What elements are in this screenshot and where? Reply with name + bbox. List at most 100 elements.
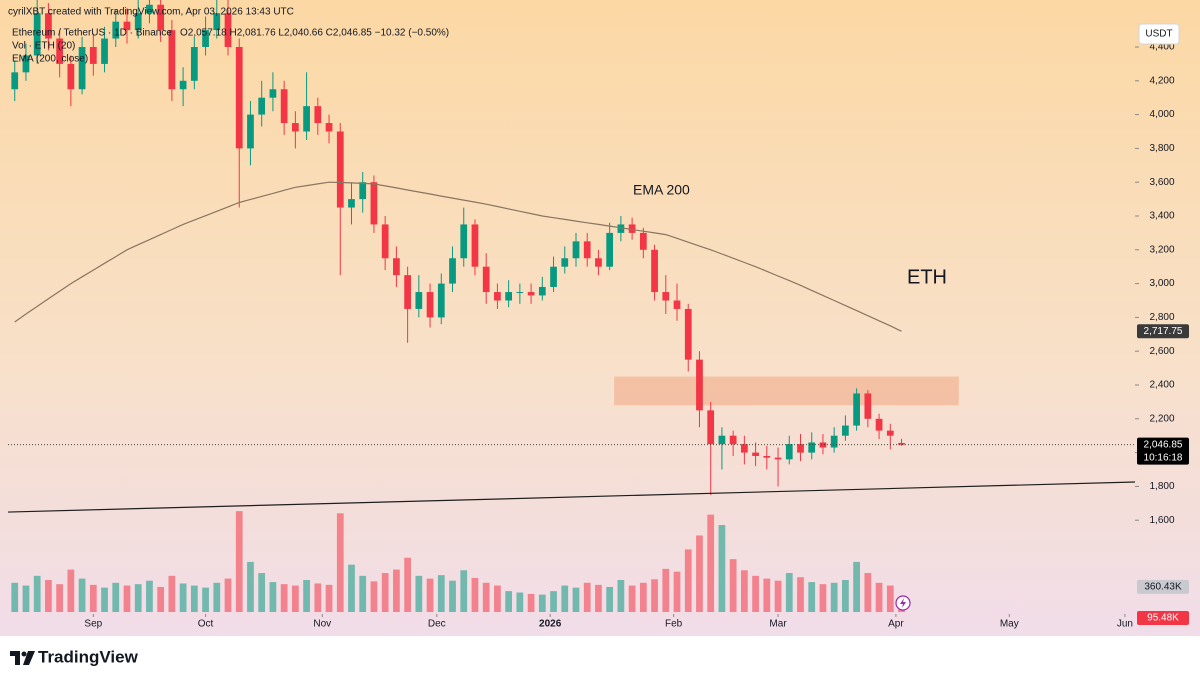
price-badge-label: 2,046.85 bbox=[1144, 439, 1183, 450]
candle-body bbox=[370, 182, 378, 225]
volume-bar bbox=[89, 584, 97, 612]
chart-background bbox=[0, 0, 1200, 636]
volume-bar bbox=[639, 582, 647, 612]
volume-bar bbox=[561, 585, 569, 612]
candle-body bbox=[460, 224, 468, 259]
candle-body bbox=[213, 13, 221, 31]
volume-bar bbox=[864, 573, 872, 612]
volume-bar bbox=[595, 584, 602, 612]
volume-bar bbox=[112, 582, 120, 612]
volume-bar bbox=[785, 573, 793, 612]
candle-body bbox=[89, 46, 97, 64]
x-tick-label: May bbox=[1000, 619, 1019, 630]
candle-body bbox=[101, 38, 108, 64]
trendline bbox=[7, 481, 1136, 513]
candle-body bbox=[314, 106, 322, 124]
volume-bar bbox=[572, 587, 580, 612]
y-tick-label: 3,600 bbox=[1149, 177, 1174, 188]
candle-body bbox=[67, 63, 75, 90]
x-tick-label: Feb bbox=[665, 619, 683, 630]
candle-body bbox=[886, 430, 894, 436]
price-badge bbox=[1137, 324, 1189, 339]
candle-body bbox=[707, 410, 715, 445]
volume-bar bbox=[740, 570, 748, 612]
volume-bar bbox=[370, 581, 378, 612]
y-tick-label: 3,200 bbox=[1149, 244, 1174, 255]
candle-body bbox=[404, 275, 411, 309]
candle-body bbox=[572, 241, 580, 259]
volume-bar bbox=[718, 525, 726, 612]
y-tick-label: 1,800 bbox=[1149, 481, 1174, 492]
volume-bar bbox=[348, 564, 355, 612]
candle-body bbox=[33, 13, 41, 56]
volume-bar bbox=[168, 575, 176, 612]
volume-bar bbox=[875, 582, 883, 612]
volume-bar bbox=[707, 514, 715, 612]
volume-bar bbox=[449, 580, 456, 612]
volume-bar bbox=[830, 582, 838, 612]
candle-body bbox=[325, 123, 333, 132]
y-tick-label: 4,400 bbox=[1149, 42, 1174, 53]
candle-body bbox=[45, 13, 52, 39]
volume-bar bbox=[291, 585, 299, 612]
candle-body bbox=[774, 457, 782, 460]
candle-body bbox=[415, 292, 423, 309]
legend-ohlc: O2,057.18 H2,081.76 L2,040.66 C2,046.85 … bbox=[180, 28, 449, 39]
candle-body bbox=[348, 199, 355, 208]
price-badge-label: 2,717.75 bbox=[1144, 326, 1183, 337]
candle-body bbox=[336, 131, 344, 208]
candle-body bbox=[797, 444, 804, 453]
candle-body bbox=[381, 224, 389, 259]
candle-body bbox=[763, 455, 771, 458]
candle-body bbox=[550, 266, 557, 287]
volume-badge-label: 360.43K bbox=[1144, 582, 1182, 593]
y-tick-label: 3,800 bbox=[1149, 143, 1174, 154]
x-tick-label: Sep bbox=[84, 619, 102, 630]
volume-bar bbox=[67, 569, 75, 612]
volume-bar bbox=[505, 591, 513, 612]
volume-bar bbox=[819, 584, 827, 612]
currency-box bbox=[1138, 23, 1180, 45]
volume-bar bbox=[22, 585, 30, 612]
volume-bar bbox=[460, 570, 468, 612]
candle-body bbox=[471, 224, 479, 267]
x-tick-label: 2026 bbox=[539, 619, 562, 630]
candle-body bbox=[785, 444, 793, 460]
volume-bar bbox=[33, 575, 41, 612]
volume-bar bbox=[606, 586, 614, 612]
volume-bar bbox=[628, 585, 636, 612]
countdown: 10:16:18 bbox=[1144, 452, 1183, 463]
volume-badge bbox=[1137, 579, 1189, 594]
candle-body bbox=[842, 425, 849, 436]
ema-line bbox=[14, 181, 902, 332]
volume-bar bbox=[797, 577, 804, 612]
volume-bar bbox=[303, 580, 310, 612]
y-tick-label: 1,600 bbox=[1149, 515, 1174, 526]
volume-bar bbox=[213, 582, 221, 612]
candle-body bbox=[516, 292, 524, 294]
volume-bar bbox=[235, 511, 243, 612]
volume-badge-label: 95.48K bbox=[1147, 613, 1179, 624]
candle-body bbox=[740, 444, 748, 453]
brand-logo bbox=[10, 651, 35, 665]
volume-bar bbox=[774, 580, 782, 612]
y-tick-label: 3,400 bbox=[1149, 211, 1174, 222]
candle-body bbox=[449, 258, 456, 284]
volume-bar bbox=[415, 575, 423, 612]
x-tick-label: Jun bbox=[1117, 619, 1133, 630]
volume-bar bbox=[190, 585, 198, 612]
volume-bar bbox=[393, 569, 400, 612]
candle-body bbox=[168, 30, 176, 90]
volume-bar bbox=[808, 582, 816, 612]
volume-bar bbox=[123, 585, 131, 612]
candle-body bbox=[359, 182, 367, 200]
volume-bar bbox=[696, 535, 703, 612]
volume-bar bbox=[381, 573, 389, 612]
candle-body bbox=[527, 292, 535, 296]
candle-body bbox=[56, 38, 64, 64]
candle-body bbox=[224, 13, 232, 47]
candle-body bbox=[393, 258, 400, 276]
candle-body bbox=[291, 123, 299, 132]
candle-body bbox=[78, 46, 86, 90]
volume-bar bbox=[729, 559, 737, 612]
